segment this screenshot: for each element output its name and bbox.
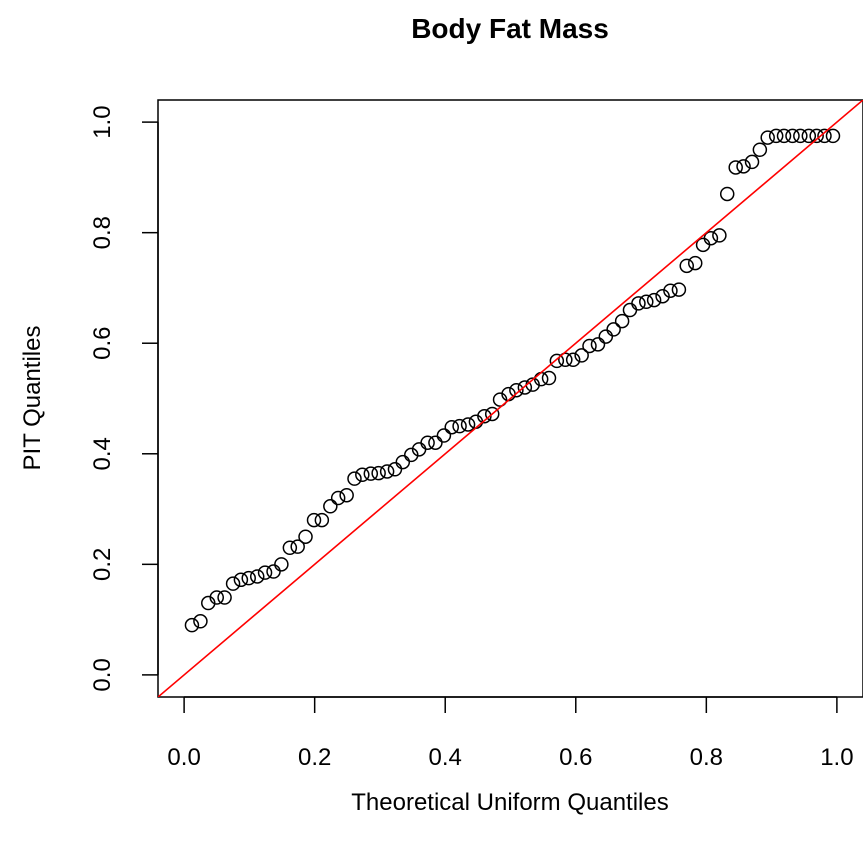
data-point xyxy=(752,142,768,157)
data-point xyxy=(355,467,370,483)
data-point xyxy=(719,186,735,202)
data-point xyxy=(282,540,298,555)
data-point xyxy=(549,353,565,369)
data-point xyxy=(249,569,265,584)
data-point xyxy=(639,294,654,310)
data-point xyxy=(598,329,614,344)
reference-line xyxy=(158,100,863,697)
data-point xyxy=(622,302,638,318)
data-point xyxy=(314,512,330,528)
y-tick-label: 1.0 xyxy=(89,105,116,138)
data-point xyxy=(217,590,232,605)
y-tick-label: 0.6 xyxy=(89,327,116,360)
data-point xyxy=(184,617,200,633)
data-point xyxy=(298,529,313,544)
data-point xyxy=(582,338,597,354)
data-point xyxy=(614,313,630,329)
data-point xyxy=(663,283,678,298)
data-point xyxy=(306,512,322,528)
data-point xyxy=(590,337,606,352)
data-point xyxy=(209,590,224,605)
data-point xyxy=(744,154,760,170)
y-tick-label: 0.4 xyxy=(89,437,116,470)
data-point xyxy=(404,447,419,463)
data-points xyxy=(184,128,841,633)
data-point xyxy=(703,230,719,246)
x-tick-label: 0.0 xyxy=(167,744,200,771)
data-point xyxy=(631,296,646,311)
chart-title: Body Fat Mass xyxy=(411,13,609,44)
data-point xyxy=(347,471,362,486)
data-point xyxy=(274,557,289,572)
data-point xyxy=(193,614,208,629)
data-point xyxy=(760,130,775,145)
data-point xyxy=(509,382,524,398)
data-point xyxy=(460,417,476,432)
data-point xyxy=(736,159,751,174)
y-axis: 0.0 0.2 0.4 0.6 0.8 1.0 xyxy=(89,105,159,692)
data-point xyxy=(541,370,557,386)
data-point xyxy=(241,570,256,586)
data-point xyxy=(768,128,784,144)
data-point xyxy=(257,565,273,580)
data-point xyxy=(646,292,662,308)
data-point xyxy=(452,418,467,434)
x-tick-label: 0.6 xyxy=(559,744,592,771)
data-point xyxy=(428,435,443,450)
y-tick-label: 0.8 xyxy=(89,216,116,249)
data-point xyxy=(323,499,338,514)
y-tick-label: 0.0 xyxy=(89,658,116,691)
y-tick-label: 0.2 xyxy=(89,548,116,581)
data-point xyxy=(809,128,824,144)
data-point xyxy=(679,258,694,274)
data-point xyxy=(825,128,841,144)
data-point xyxy=(606,322,621,337)
data-point xyxy=(477,408,492,424)
data-point xyxy=(728,160,743,175)
data-point xyxy=(785,128,800,144)
data-point xyxy=(712,228,727,243)
data-point xyxy=(290,539,305,554)
x-tick-label: 1.0 xyxy=(820,744,853,771)
data-point xyxy=(395,454,411,470)
data-point xyxy=(565,352,581,368)
data-point xyxy=(793,128,808,144)
data-point xyxy=(558,352,573,368)
data-point xyxy=(233,572,249,588)
data-point xyxy=(266,564,281,579)
data-point xyxy=(817,128,832,144)
data-point xyxy=(379,464,395,479)
data-point xyxy=(801,128,817,144)
data-point xyxy=(363,466,379,481)
data-point xyxy=(655,288,670,304)
data-point xyxy=(225,576,241,591)
x-axis: 0.0 0.2 0.4 0.6 0.8 1.0 xyxy=(167,696,854,771)
data-point xyxy=(371,465,386,481)
x-tick-label: 0.2 xyxy=(298,744,331,771)
y-axis-label: PIT Quantiles xyxy=(19,326,46,471)
data-point xyxy=(574,348,589,363)
data-point xyxy=(444,419,459,435)
x-tick-label: 0.8 xyxy=(690,744,723,771)
data-point xyxy=(387,462,403,477)
data-point xyxy=(330,490,346,506)
data-point xyxy=(671,282,687,297)
data-point xyxy=(436,428,452,443)
reference-line-group xyxy=(158,100,863,697)
data-point xyxy=(420,435,435,450)
data-point xyxy=(517,380,533,395)
data-point xyxy=(339,487,354,503)
data-point xyxy=(776,128,792,144)
data-point xyxy=(484,406,500,422)
x-tick-label: 0.4 xyxy=(429,744,462,771)
x-axis-label: Theoretical Uniform Quantiles xyxy=(351,789,668,816)
data-point xyxy=(687,255,703,271)
